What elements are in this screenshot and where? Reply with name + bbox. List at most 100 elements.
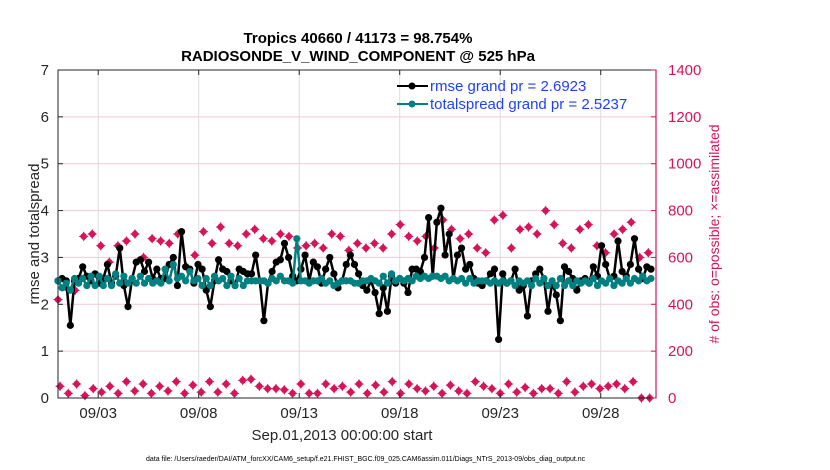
obs-possible-marker	[621, 385, 628, 392]
y2-tick-label: 1400	[668, 62, 701, 79]
rmse-point	[124, 303, 132, 311]
totalspread-point	[293, 235, 301, 243]
obs-point-high	[129, 229, 140, 239]
obs-possible-marker	[239, 377, 246, 384]
obs-possible-marker	[379, 244, 387, 252]
obs-possible-marker	[285, 233, 293, 240]
y-tick-label: 5	[41, 156, 49, 173]
obs-point-low	[420, 385, 431, 396]
obs-possible-marker	[405, 380, 413, 388]
obs-possible-marker	[222, 380, 230, 388]
obs-point-high	[318, 243, 329, 254]
obs-possible-marker	[89, 230, 96, 238]
obs-possible-marker	[189, 381, 197, 389]
obs-point-high	[206, 238, 217, 249]
obs-point-low	[304, 388, 315, 399]
y-tick-label: 4	[41, 203, 49, 220]
obs-point-low	[179, 388, 190, 399]
obs-point-high	[232, 240, 243, 251]
obs-point-low	[320, 378, 331, 389]
obs-point-low	[329, 383, 340, 394]
rmse-point	[116, 244, 124, 252]
rmse-point	[194, 260, 202, 269]
obs-possible-marker	[580, 383, 587, 390]
obs-possible-marker	[521, 384, 529, 391]
obs-possible-marker	[488, 385, 496, 392]
rmse-point	[515, 286, 523, 294]
obs-possible-marker	[251, 226, 258, 233]
obs-point-low	[403, 378, 414, 389]
totalspread-point	[375, 279, 383, 287]
obs-possible-marker	[525, 223, 532, 231]
obs-possible-marker	[604, 383, 612, 390]
totalspread-point	[589, 274, 597, 283]
y-tick-label: 3	[41, 249, 49, 266]
obs-possible-marker	[247, 376, 255, 383]
totalspread-point	[383, 279, 392, 287]
obs-possible-marker	[422, 387, 429, 395]
totalspread-point	[66, 286, 74, 294]
obs-possible-marker	[97, 242, 104, 249]
rmse-point	[420, 253, 429, 262]
totalspread-point	[466, 274, 474, 283]
rmse-point	[140, 267, 149, 276]
obs-point-high	[463, 229, 474, 239]
x-axis: 09/03 09/08 09/13 09/18 09/23 09/28	[79, 70, 619, 422]
totalspread-point	[128, 274, 136, 283]
totalspread-point	[635, 277, 643, 285]
obs-possible-marker	[482, 249, 489, 256]
totalspread-point	[120, 272, 128, 280]
totalspread-point	[116, 279, 124, 287]
totalspread-point	[569, 281, 577, 290]
totalspread-point	[79, 274, 87, 283]
rmse-point	[268, 267, 276, 276]
rmse-point	[589, 263, 597, 271]
rmse-point	[556, 317, 564, 325]
totalspread-point	[239, 281, 247, 290]
obs-point-high	[609, 229, 620, 239]
obs-point-high	[497, 210, 508, 221]
obs-possible-marker	[364, 390, 371, 397]
obs-point-high	[266, 236, 277, 247]
obs-point-low	[578, 381, 589, 392]
obs-possible-marker	[339, 383, 346, 390]
rmse-point	[626, 260, 634, 269]
obs-point-low	[171, 376, 182, 387]
rmse-point	[136, 256, 144, 264]
obs-point-low	[470, 376, 481, 387]
y2-tick-label: 400	[668, 296, 693, 313]
obs-possible-marker	[302, 242, 310, 249]
totalspread-point	[507, 277, 515, 285]
rmse-point	[457, 244, 466, 252]
obs-point-low	[154, 381, 165, 392]
plot-area	[53, 204, 655, 403]
obs-point-high	[155, 236, 166, 247]
totalspread-point	[231, 281, 239, 290]
rmse-point	[202, 286, 210, 294]
obs-possible-marker	[645, 249, 652, 256]
legend-rmse-label: rmse grand pr = 2.6923	[430, 78, 586, 95]
obs-point-low	[536, 383, 547, 394]
obs-point-low	[229, 388, 240, 399]
obs-point-low	[146, 388, 157, 399]
totalspread-point	[165, 277, 173, 285]
chart-title-line-1: Tropics 40660 / 41173 = 98.754%	[244, 30, 473, 47]
obs-possible-marker	[272, 385, 280, 392]
obs-point-low	[520, 382, 531, 393]
obs-point-low	[187, 380, 198, 391]
y2-tick-label: 800	[668, 203, 693, 220]
rmse-point	[536, 265, 544, 273]
rmse-point	[330, 270, 338, 278]
x-tick-label: 09/23	[481, 405, 519, 422]
y-tick-label: 1	[41, 343, 49, 360]
obs-point-low	[461, 388, 472, 399]
left-axis: 0 1 2 3 4 5 6 7	[41, 62, 63, 407]
totalspread-point	[647, 274, 655, 283]
totalspread-point	[387, 270, 396, 278]
obs-point-low	[503, 378, 514, 389]
rmse-point	[66, 321, 74, 329]
obs-point-low	[619, 383, 630, 394]
obs-point-low	[162, 385, 173, 396]
obs-point-low	[395, 388, 406, 399]
rmse-point	[342, 260, 350, 269]
